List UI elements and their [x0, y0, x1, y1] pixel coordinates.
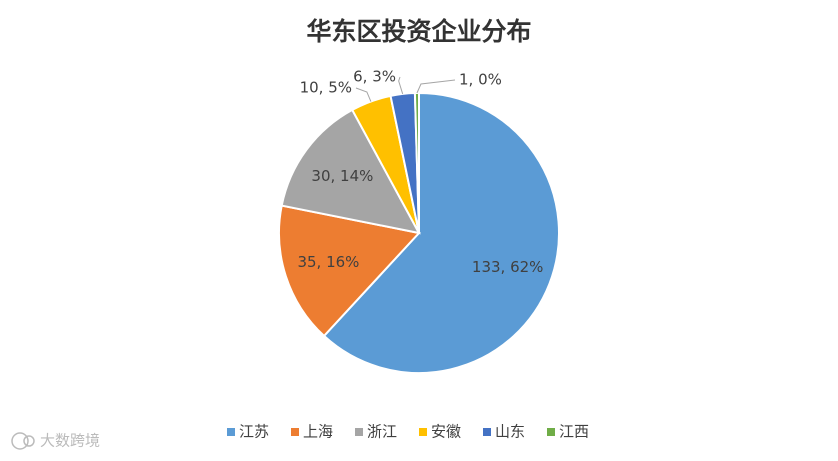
legend-label: 上海: [303, 423, 333, 441]
legend-swatch: [483, 428, 491, 436]
legend-label: 山东: [495, 423, 525, 441]
leader-line: [416, 79, 456, 94]
legend-swatch: [291, 428, 299, 436]
legend-swatch: [355, 428, 363, 436]
data-label: 6, 3%: [353, 68, 396, 86]
watermark: 大数跨境: [40, 432, 100, 450]
legend-swatch: [227, 428, 235, 436]
legend-label: 安徽: [431, 423, 461, 441]
data-label: 133, 62%: [472, 258, 544, 276]
pie-slice: [322, 91, 560, 374]
pie-slice: [280, 108, 421, 235]
pie-slice: [278, 204, 421, 338]
legend-label: 江苏: [239, 423, 269, 441]
data-label: 10, 5%: [300, 79, 352, 97]
leader-line: [398, 76, 404, 95]
data-label: 1, 0%: [459, 71, 502, 89]
watermark-icon: [11, 432, 35, 450]
legend-label: 浙江: [367, 423, 397, 441]
legend-swatch: [419, 428, 427, 436]
chart-title: 华东区投资企业分布: [306, 17, 531, 46]
leader-line: [355, 87, 372, 102]
data-label: 35, 16%: [297, 253, 359, 271]
data-label: 30, 14%: [311, 167, 373, 185]
legend-swatch: [547, 428, 555, 436]
pie-slice: [413, 91, 420, 234]
legend-label: 江西: [559, 423, 589, 441]
